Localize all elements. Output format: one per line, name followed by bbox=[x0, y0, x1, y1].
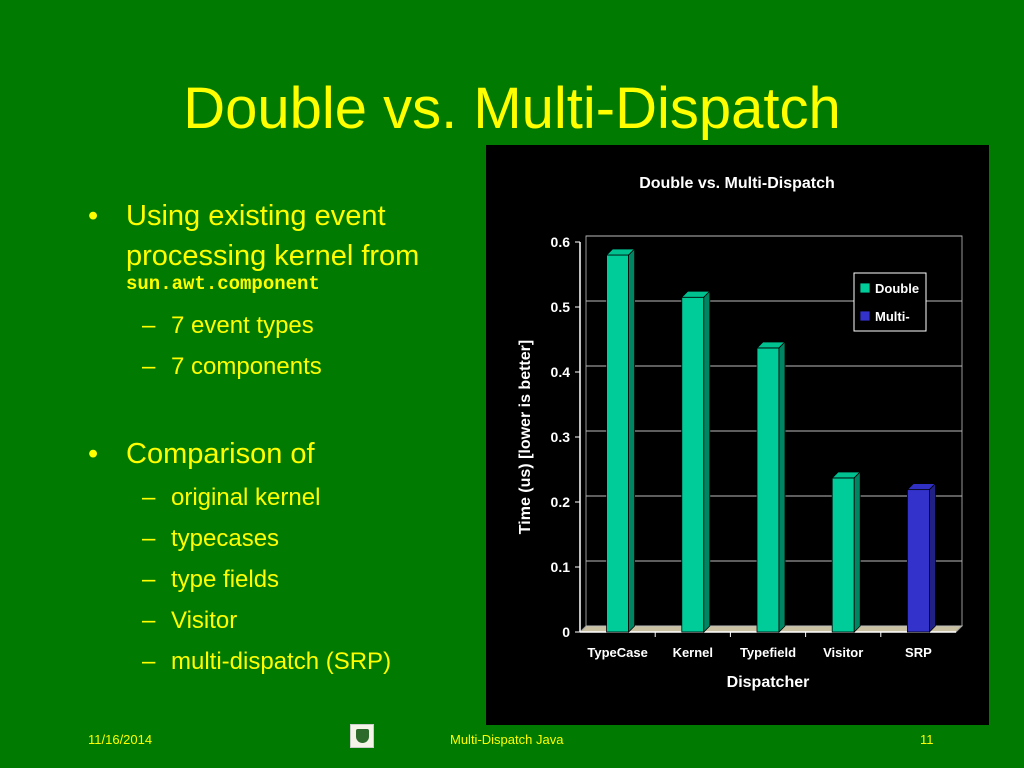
dash-glyph: – bbox=[142, 312, 156, 339]
bar bbox=[606, 254, 629, 633]
sub-bullet-text: typecases bbox=[171, 525, 280, 552]
dash-glyph: – bbox=[142, 566, 156, 593]
legend-swatch bbox=[859, 310, 871, 322]
x-tick-label: Visitor bbox=[823, 645, 863, 660]
dash-glyph: – bbox=[142, 607, 156, 634]
university-seal-icon bbox=[350, 724, 374, 748]
x-tick-label: SRP bbox=[905, 645, 932, 660]
bar-side bbox=[778, 340, 786, 633]
bullet-glyph: • bbox=[88, 200, 99, 232]
y-tick-label: 0.3 bbox=[551, 429, 571, 445]
sub-bullet-text: original kernel bbox=[171, 484, 321, 511]
dash-glyph: – bbox=[142, 525, 156, 552]
bar-side bbox=[628, 248, 636, 633]
y-tick-label: 0.5 bbox=[551, 299, 571, 315]
dash-glyph: – bbox=[142, 648, 156, 675]
legend-label: Multi- bbox=[875, 309, 910, 324]
x-tick-label: TypeCase bbox=[587, 645, 647, 660]
chart-panel: Double vs. Multi-Dispatch 0 0.1 0.2 0.3 0.4 0.… bbox=[486, 145, 989, 725]
sub-bullet-text: type fields bbox=[171, 566, 280, 593]
bar bbox=[906, 489, 930, 633]
x-axis-label: Dispatcher bbox=[727, 674, 810, 691]
x-tick-label: Typefield bbox=[740, 645, 796, 660]
sub-bullet-text: 7 event types bbox=[171, 312, 314, 339]
bar bbox=[756, 347, 780, 633]
bar bbox=[831, 477, 855, 633]
y-axis-label: Time (us) [lower is better] bbox=[517, 340, 534, 534]
bar-side bbox=[928, 482, 936, 633]
y-tick-label: 0 bbox=[562, 624, 570, 640]
footer-page-number: 11 bbox=[920, 732, 934, 747]
bullet-glyph: • bbox=[88, 438, 99, 470]
sub-bullet-text: 7 components bbox=[171, 353, 322, 380]
slide-title: Double vs. Multi-Dispatch bbox=[183, 76, 841, 141]
y-tick-label: 0.4 bbox=[551, 364, 571, 380]
y-tick-label: 0.2 bbox=[551, 494, 571, 510]
bar-side bbox=[853, 470, 861, 633]
dash-glyph: – bbox=[142, 484, 156, 511]
bullet-text: Comparison of bbox=[126, 438, 315, 470]
bar-side bbox=[703, 290, 711, 633]
code-text: sun.awt.component bbox=[126, 273, 320, 295]
chart-title: Double vs. Multi-Dispatch bbox=[639, 175, 835, 192]
footer-date: 11/16/2014 bbox=[88, 732, 153, 747]
dash-glyph: – bbox=[142, 353, 156, 380]
bar-chart: Double vs. Multi-Dispatch 0 0.1 0.2 0.3 0.4 0.… bbox=[517, 175, 964, 691]
legend-swatch bbox=[859, 282, 871, 294]
bullet-text: Using existing event bbox=[126, 200, 386, 232]
seal-shape bbox=[356, 729, 369, 743]
footer-title: Multi-Dispatch Java bbox=[450, 732, 564, 747]
sub-bullet-text: multi-dispatch (SRP) bbox=[171, 648, 392, 675]
legend-label: Double bbox=[875, 281, 919, 296]
bullet-text: processing kernel from bbox=[126, 240, 420, 272]
bar bbox=[681, 296, 705, 633]
y-tick-label: 0.1 bbox=[551, 559, 571, 575]
y-tick-label: 0.6 bbox=[551, 234, 571, 250]
x-tick-label: Kernel bbox=[673, 645, 713, 660]
sub-bullet-text: Visitor bbox=[171, 607, 238, 634]
